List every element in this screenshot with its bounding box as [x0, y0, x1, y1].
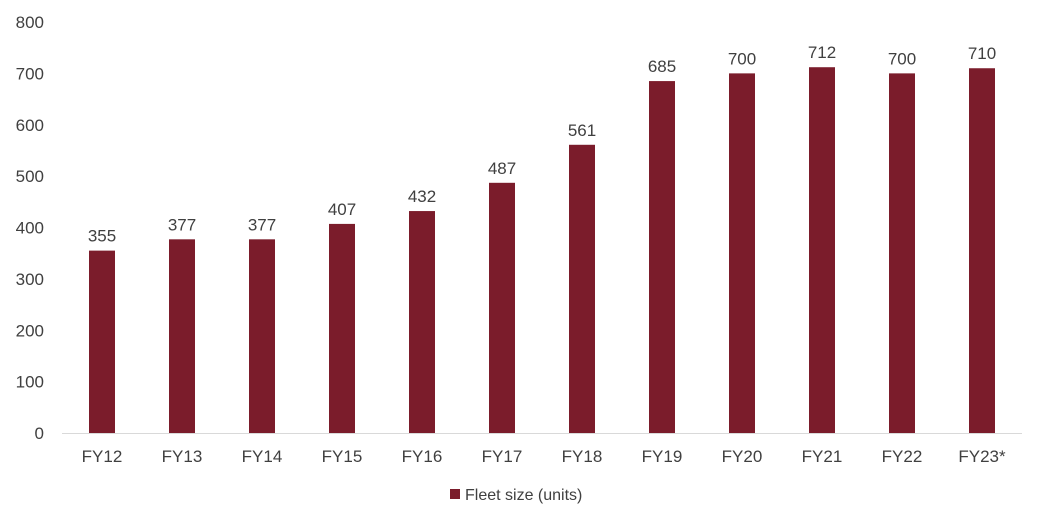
bar — [729, 73, 755, 433]
bar — [89, 250, 115, 433]
x-tick-label: FY13 — [162, 447, 203, 466]
data-labels: 355 377 377 407 432 487 561 685 700 712 700 710 — [88, 43, 996, 245]
x-tick-label: FY18 — [562, 447, 603, 466]
x-tick-label: FY14 — [242, 447, 283, 466]
data-label: 407 — [328, 200, 356, 219]
x-tick-label: FY21 — [802, 447, 843, 466]
y-tick-label: 700 — [16, 64, 44, 83]
x-tick-label: FY15 — [322, 447, 363, 466]
y-tick-label: 600 — [16, 116, 44, 135]
bar — [409, 211, 435, 433]
data-label: 355 — [88, 227, 116, 246]
data-label: 487 — [488, 159, 516, 178]
bar — [489, 182, 515, 433]
data-label: 377 — [248, 215, 276, 234]
data-label: 700 — [728, 49, 756, 68]
legend-label: Fleet size (units) — [465, 487, 582, 504]
y-tick-label: 800 — [16, 13, 44, 32]
x-tick-label: FY17 — [482, 447, 523, 466]
y-tick-label: 300 — [16, 270, 44, 289]
bar — [169, 239, 195, 433]
x-axis: FY12 FY13 FY14 FY15 FY16 FY17 FY18 FY19 FY20 FY21… — [62, 433, 1022, 466]
data-label: 377 — [168, 215, 196, 234]
bar — [889, 73, 915, 433]
x-tick-label: FY12 — [82, 447, 123, 466]
y-tick-label: 500 — [16, 167, 44, 186]
x-tick-label: FY16 — [402, 447, 443, 466]
y-tick-label: 100 — [16, 373, 44, 392]
data-label: 710 — [968, 44, 996, 63]
x-tick-label: FY19 — [642, 447, 683, 466]
bars — [89, 67, 995, 434]
y-tick-label: 200 — [16, 321, 44, 340]
legend: Fleet size (units) — [450, 487, 582, 504]
bar — [969, 68, 995, 434]
data-label: 700 — [888, 49, 916, 68]
bar — [329, 223, 355, 433]
x-tick-label: FY22 — [882, 447, 923, 466]
data-label: 712 — [808, 43, 836, 62]
bar — [249, 239, 275, 433]
legend-swatch — [450, 489, 460, 499]
y-tick-label: 400 — [16, 219, 44, 238]
data-label: 561 — [568, 121, 596, 140]
y-tick-label: 0 — [35, 424, 44, 443]
y-axis: 0 100 200 300 400 500 600 700 800 — [16, 13, 44, 443]
x-tick-label: FY23* — [958, 447, 1006, 466]
bar — [809, 67, 835, 434]
bar — [649, 81, 675, 434]
x-tick-label: FY20 — [722, 447, 763, 466]
bar — [569, 144, 595, 433]
data-label: 432 — [408, 187, 436, 206]
data-label: 685 — [648, 57, 676, 76]
